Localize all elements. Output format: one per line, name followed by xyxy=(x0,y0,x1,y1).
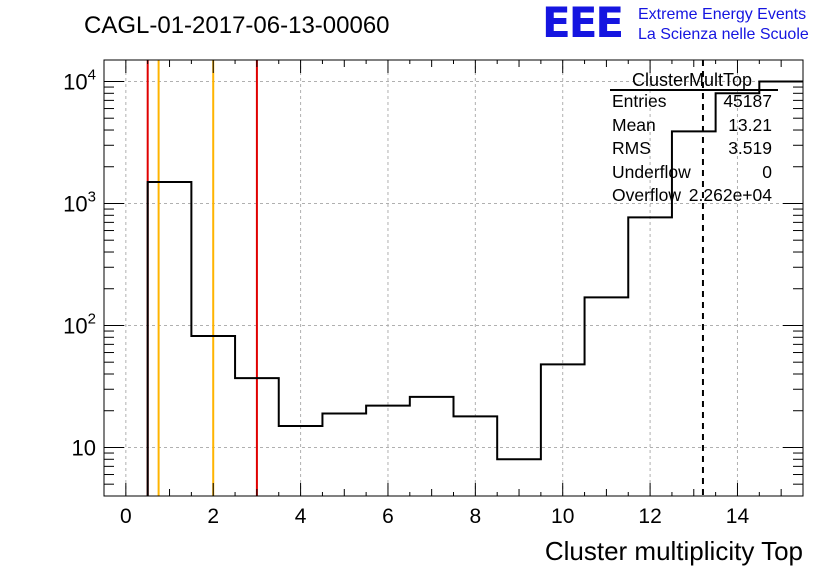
histogram-bin xyxy=(191,336,235,496)
histogram-bin xyxy=(322,413,366,496)
stats-label: Overflow xyxy=(612,185,682,205)
histogram-bin xyxy=(541,364,585,496)
stats-value: 3.519 xyxy=(728,138,772,158)
stats-label: Entries xyxy=(612,91,667,111)
x-tick-label: 14 xyxy=(726,505,750,528)
x-tick-label: 0 xyxy=(120,505,132,528)
histogram-bin xyxy=(628,217,672,496)
histogram-bin xyxy=(235,378,279,496)
logo-text-line2: La Scienza nelle Scuole xyxy=(638,26,809,43)
histogram-bin xyxy=(148,182,192,496)
stats-row: Entries 45187 xyxy=(612,90,772,114)
y-tick-label: 10 xyxy=(72,435,96,460)
x-tick-label: 8 xyxy=(470,505,482,528)
stats-row: Overflow 2.262e+04 xyxy=(612,184,772,208)
x-axis-title: Cluster multiplicity Top xyxy=(545,536,803,566)
histogram-bars xyxy=(146,80,803,496)
stats-label: Mean xyxy=(612,114,656,135)
y-tick-label: 102 xyxy=(63,310,96,338)
plot-title: CAGL-01-2017-06-13-00060 xyxy=(84,12,390,39)
x-tick-label: 4 xyxy=(295,505,307,528)
stats-value: 2.262e+04 xyxy=(688,185,772,205)
stats-value: 45187 xyxy=(723,91,772,111)
stats-row: Mean 13.21 xyxy=(612,114,772,138)
stats-title: ClusterMultTop xyxy=(631,70,753,90)
x-tick-label: 10 xyxy=(551,505,574,528)
histogram-bin xyxy=(366,406,410,496)
x-tick-label: 12 xyxy=(638,505,661,528)
eee-logo: EEE xyxy=(542,0,624,47)
histogram-bin xyxy=(410,397,454,496)
stats-box: ClusterMultTop Entries 45187 Mean 13.21 … xyxy=(612,70,772,208)
stats-row: Underflow 0 xyxy=(612,161,772,185)
logo-text-line1: Extreme Energy Events xyxy=(638,6,807,23)
y-tick-label: 103 xyxy=(63,188,96,216)
x-tick-label: 6 xyxy=(382,505,394,528)
stats-label: Underflow xyxy=(612,161,691,182)
stats-label: RMS xyxy=(612,138,651,158)
stats-row: RMS 3.519 xyxy=(612,137,772,161)
stats-value: 13.21 xyxy=(728,114,772,135)
y-tick-label: 104 xyxy=(63,66,96,94)
x-tick-label: 2 xyxy=(207,505,219,528)
axes: 0 2 4 6 8 10 12 14 10 102 103 104 Cluster multiplici… xyxy=(63,59,804,566)
histogram-bin xyxy=(585,297,629,496)
histogram-outline xyxy=(146,80,803,496)
stats-value: 0 xyxy=(762,161,772,182)
